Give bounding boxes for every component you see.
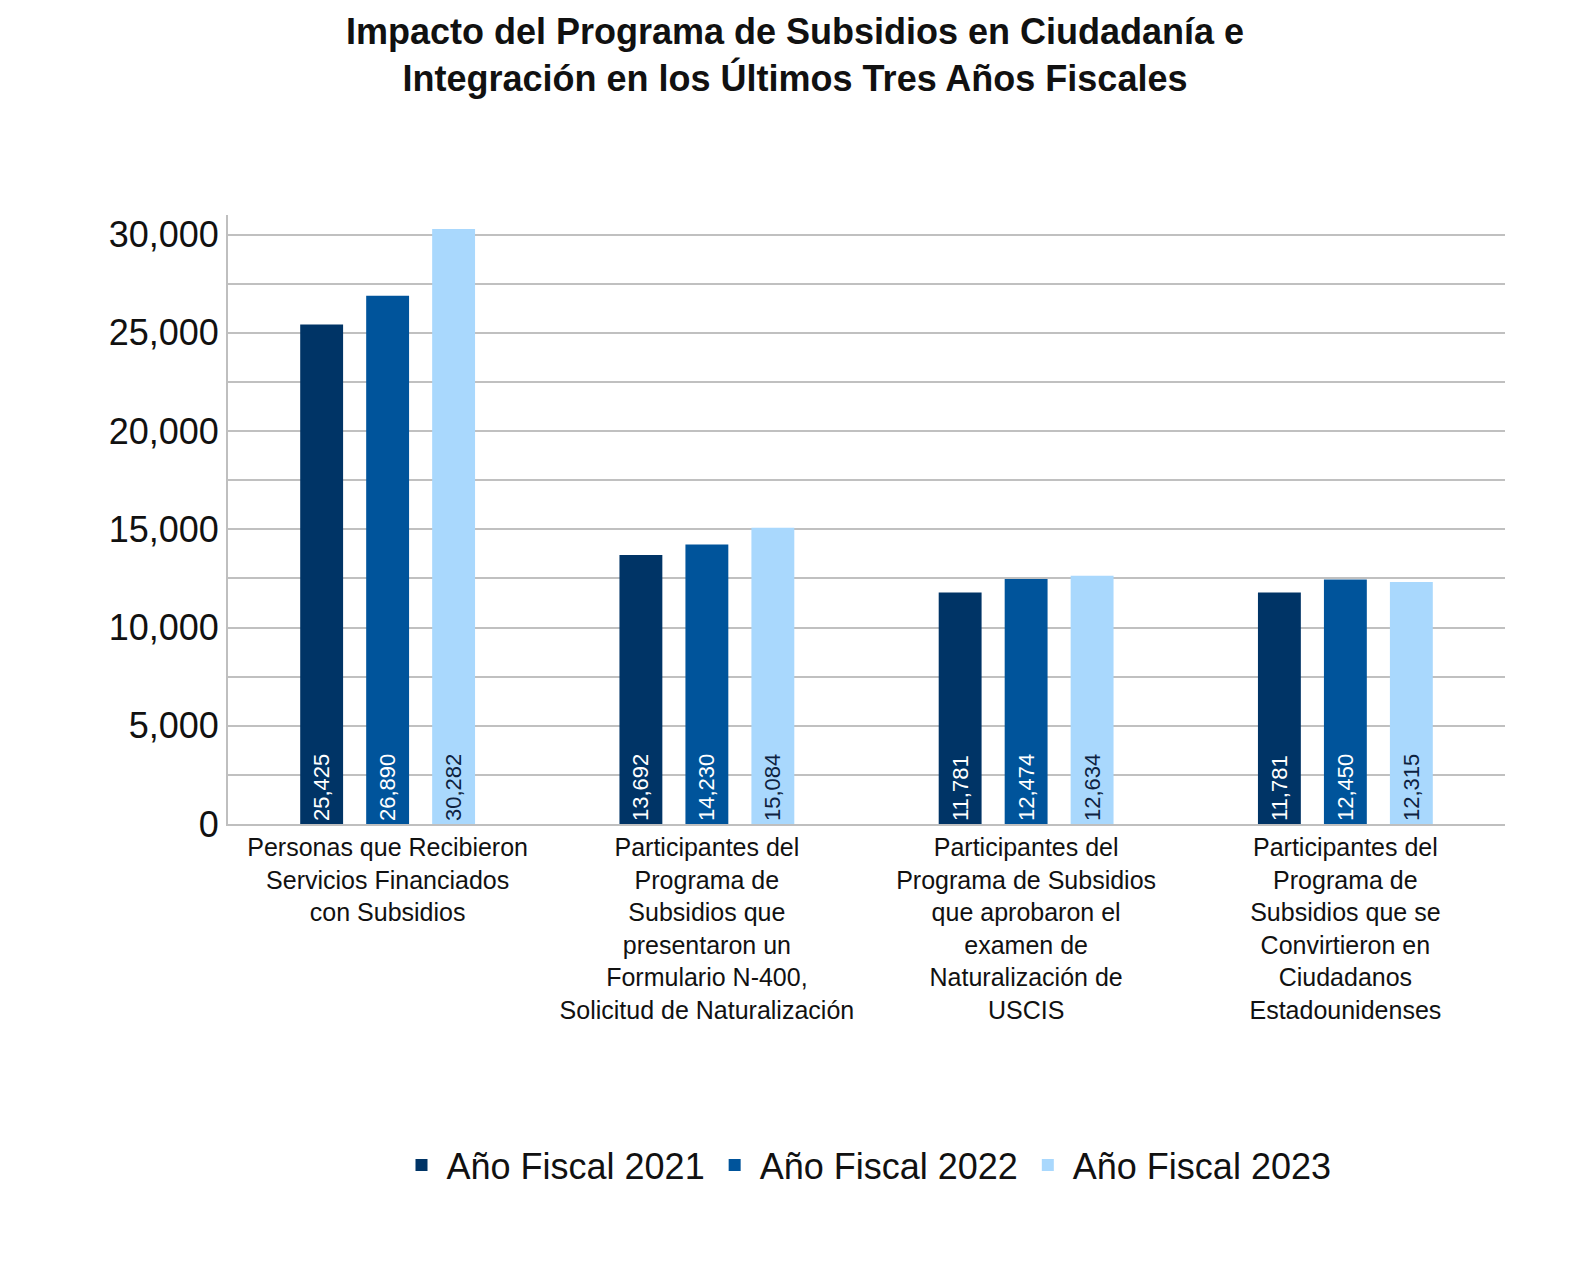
svg-text:12,315: 12,315 [1399,754,1424,821]
svg-text:5,000: 5,000 [129,705,219,746]
svg-text:Personas que RecibieronServici: Personas que RecibieronServicios Financi… [247,833,528,926]
svg-text:30,000: 30,000 [109,214,219,255]
svg-text:20,000: 20,000 [109,411,219,452]
svg-text:13,692: 13,692 [628,754,653,821]
svg-text:0: 0 [199,804,219,845]
svg-text:Año Fiscal 2023: Año Fiscal 2023 [1073,1146,1331,1187]
svg-text:15,084: 15,084 [760,754,785,821]
svg-text:12,474: 12,474 [1014,754,1039,821]
svg-text:30,282: 30,282 [441,754,466,821]
svg-text:Participantes delPrograma deSu: Participantes delPrograma deSubsidios qu… [1249,833,1441,1024]
svg-text:Año Fiscal 2022: Año Fiscal 2022 [760,1146,1018,1187]
svg-text:Impacto del Programa de Subsid: Impacto del Programa de Subsidios en Ciu… [346,11,1244,99]
svg-text:15,000: 15,000 [109,509,219,550]
svg-text:Participantes delPrograma deSu: Participantes delPrograma deSubsidios qu… [560,833,855,1024]
svg-text:14,230: 14,230 [694,754,719,821]
svg-text:11,781: 11,781 [1267,755,1292,821]
svg-text:11,781: 11,781 [948,755,973,821]
svg-text:12,634: 12,634 [1080,754,1105,821]
svg-text:Año Fiscal 2021: Año Fiscal 2021 [447,1146,705,1187]
svg-text:Participantes delPrograma de S: Participantes delPrograma de Subsidiosqu… [896,833,1156,1024]
svg-text:25,425: 25,425 [309,754,334,821]
svg-text:25,000: 25,000 [109,312,219,353]
svg-text:10,000: 10,000 [109,607,219,648]
svg-text:26,890: 26,890 [375,754,400,821]
svg-text:12,450: 12,450 [1333,754,1358,821]
